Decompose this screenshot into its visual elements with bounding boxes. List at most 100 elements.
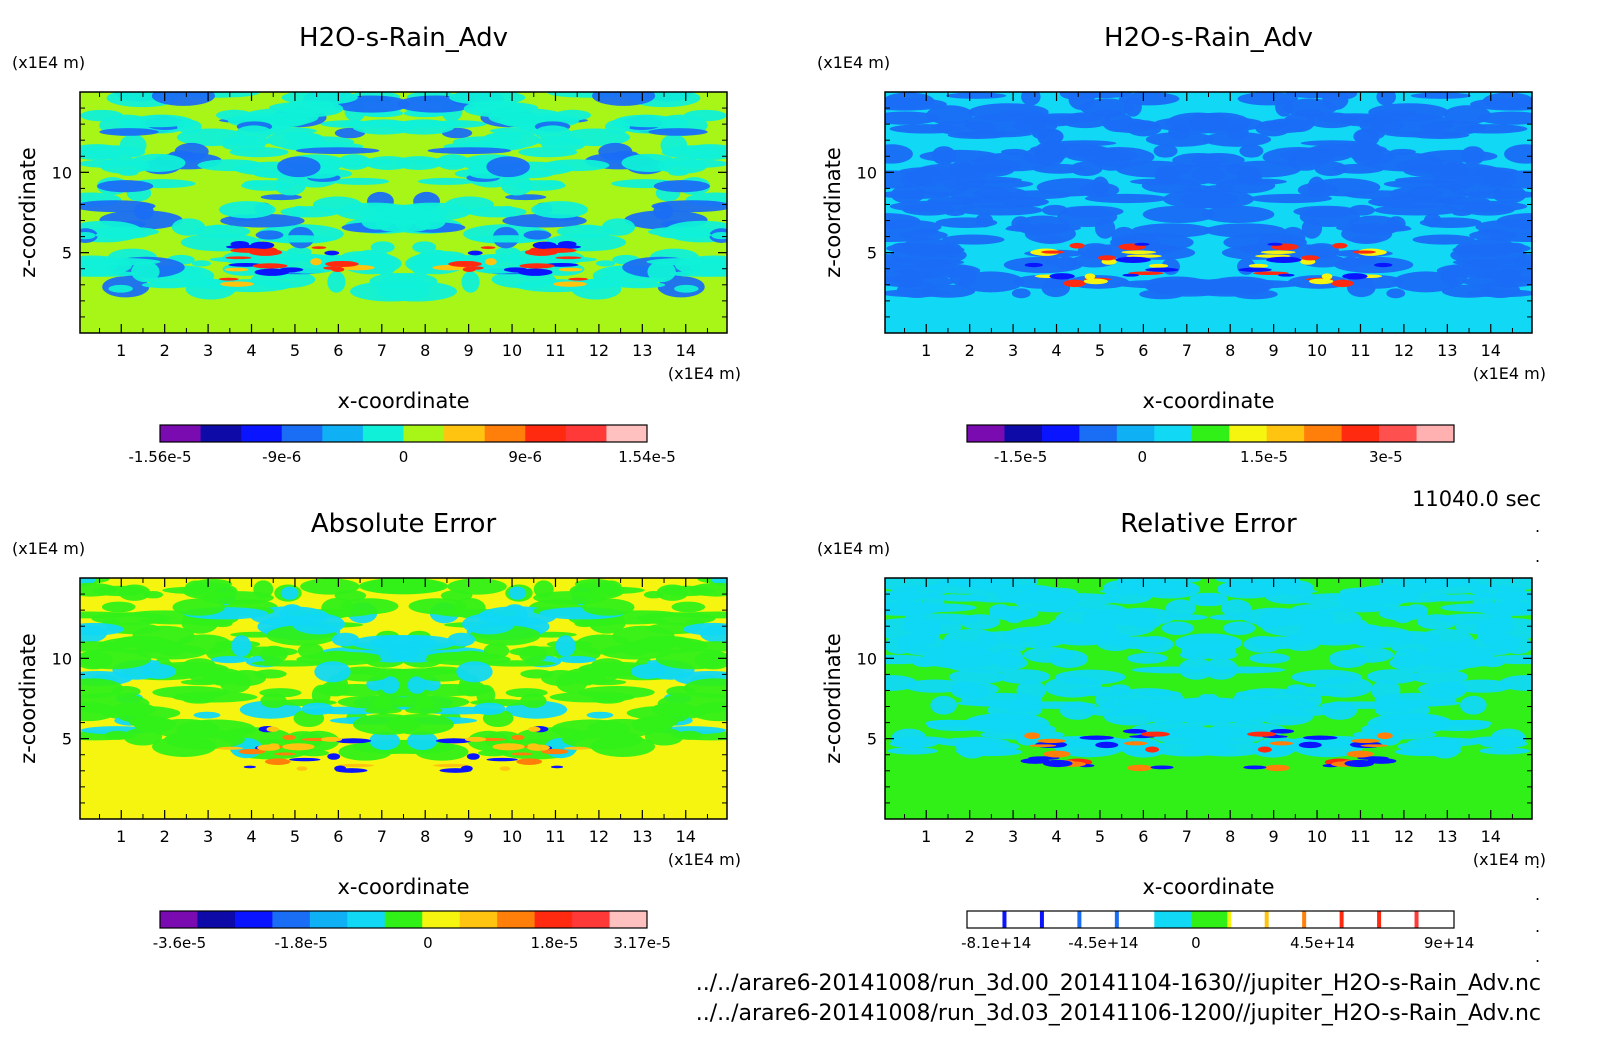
field-blob xyxy=(1394,747,1456,757)
colorbar-swatch xyxy=(309,911,348,928)
field-blob xyxy=(1202,205,1275,224)
field-blob xyxy=(417,666,470,682)
field-feature xyxy=(1298,741,1322,749)
field-feature xyxy=(1037,738,1066,744)
heatmap-field xyxy=(885,92,1532,333)
field-feature xyxy=(448,260,482,267)
field-blob xyxy=(1026,113,1100,124)
edge-dot: . xyxy=(1535,917,1540,936)
y-axis: 5 10 xyxy=(52,107,727,318)
edge-dot: . xyxy=(1535,885,1540,904)
x-tick-label: 12 xyxy=(589,341,609,360)
x-tick-label: 6 xyxy=(333,341,343,360)
colorbar-label: 3e-5 xyxy=(1369,448,1403,466)
x-tick-label: 1 xyxy=(921,827,931,846)
field-blob xyxy=(1123,96,1142,117)
x-axis: 1 2 3 4 5 6 7 8 9 10 11 12 13 14 xyxy=(904,92,1513,360)
field-blob xyxy=(949,266,977,287)
field-blob xyxy=(152,736,217,757)
colorbar-label: 1.5e-5 xyxy=(1240,448,1288,466)
colorbar-label: 1.54e-5 xyxy=(618,448,676,466)
field-blob xyxy=(478,749,509,757)
x-axis-label: x-coordinate xyxy=(337,875,469,899)
field-blob xyxy=(118,584,151,601)
field-feature xyxy=(511,752,533,756)
field-feature xyxy=(1253,271,1289,275)
field-blob xyxy=(614,116,686,128)
colorbar-stripe xyxy=(1414,911,1419,928)
field-blob xyxy=(427,251,466,262)
field-blob xyxy=(314,661,351,683)
field-blob xyxy=(1369,195,1456,209)
field-blob xyxy=(1059,205,1124,218)
field-blob xyxy=(180,275,215,288)
field-blob xyxy=(953,680,977,695)
field-blob xyxy=(486,156,530,178)
field-blob xyxy=(1044,676,1102,698)
colorbar-stripe xyxy=(1264,911,1269,928)
field-feature xyxy=(1342,273,1368,280)
field-blob xyxy=(1486,654,1532,665)
field-feature xyxy=(486,757,518,762)
chart-title: H2O-s-Rain_Adv xyxy=(1104,23,1313,53)
field-features xyxy=(217,725,590,773)
field-blob xyxy=(209,224,228,232)
colorbar-stripe xyxy=(1339,911,1344,928)
colorbar: -3.6e-5 -1.8e-5 0 1.8e-5 3.17e-5 xyxy=(153,910,671,952)
field-blob xyxy=(1102,589,1152,605)
field-feature xyxy=(230,241,250,247)
field-blob xyxy=(885,97,947,111)
colorbar-label: 9e-6 xyxy=(508,448,542,466)
y-axis: 5 10 xyxy=(857,107,1532,318)
field-blob xyxy=(171,218,206,236)
time-label: 11040.0 sec xyxy=(1412,487,1541,511)
x-tick-label: 10 xyxy=(1307,341,1327,360)
field-blob xyxy=(80,200,156,213)
field-blob xyxy=(1011,288,1031,299)
field-blob xyxy=(334,590,367,602)
field-blob xyxy=(231,635,252,657)
field-feature xyxy=(1140,731,1171,737)
colorbar-swatch xyxy=(1116,425,1155,442)
edge-dot: . xyxy=(1535,517,1540,536)
field-feature xyxy=(541,248,577,253)
field-blob xyxy=(298,749,329,757)
field-blob xyxy=(658,231,712,239)
field-blob xyxy=(601,218,636,236)
field-blob xyxy=(508,586,527,600)
field-feature xyxy=(1351,738,1380,744)
heatmap-field xyxy=(80,92,727,333)
y-tick-label: 10 xyxy=(857,163,877,182)
field-blob xyxy=(592,92,656,106)
field-blob xyxy=(935,217,998,229)
colorbar-swatch xyxy=(1229,425,1268,442)
x-tick-label: 8 xyxy=(1225,827,1235,846)
colorbar-swatch xyxy=(197,911,236,928)
y-axis-label: z-coordinate xyxy=(821,633,845,764)
colorbar: -1.5e-5 0 1.5e-5 3e-5 xyxy=(966,424,1455,466)
colorbar-swatch xyxy=(525,425,567,442)
field-blob xyxy=(1041,204,1069,216)
colorbar-swatch xyxy=(1229,911,1268,928)
colorbar-frame xyxy=(966,910,1455,929)
field-blob xyxy=(1138,581,1200,599)
colorbar-label: -4.5e+14 xyxy=(1068,934,1138,952)
field-blob xyxy=(1256,618,1284,629)
field-blob xyxy=(327,271,346,293)
colorbar-swatch xyxy=(1304,425,1343,442)
colorbar-frame xyxy=(966,424,1455,443)
field-blob xyxy=(505,194,547,201)
field-blob xyxy=(128,715,168,728)
field-blob xyxy=(80,270,139,277)
field-blob xyxy=(943,628,1000,651)
field-feature xyxy=(257,744,281,751)
panel-1: 1 2 3 4 5 6 7 8 9 10 11 12 13 14510H2O-s-Rain_Adv(x1E… xyxy=(12,23,741,466)
field-blob xyxy=(961,747,1023,757)
field-blob xyxy=(1127,652,1168,664)
field-feature xyxy=(331,266,345,272)
field-blob xyxy=(1115,280,1200,289)
field-blob xyxy=(904,679,966,693)
field-blob xyxy=(410,253,435,276)
field-feature xyxy=(516,758,543,765)
x-tick-label: 6 xyxy=(1138,827,1148,846)
